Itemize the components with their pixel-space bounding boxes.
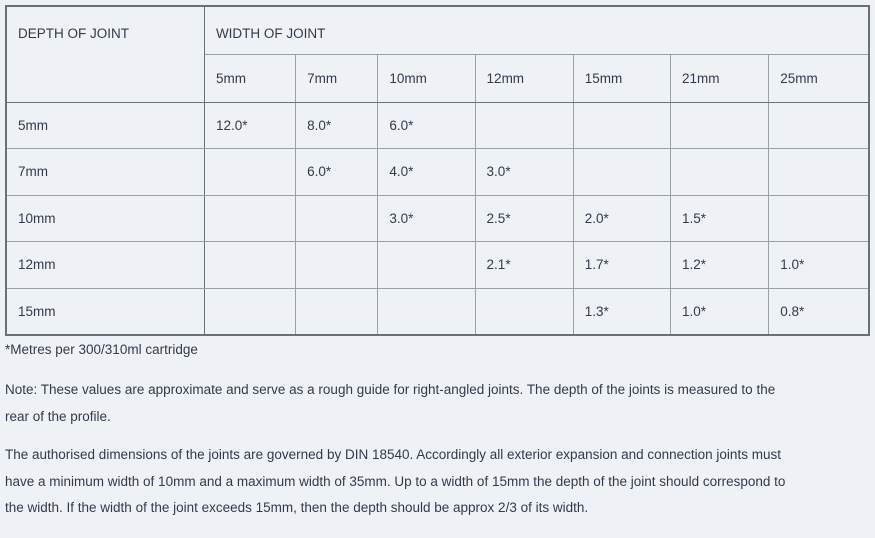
cell-7mm-10mm: 4.0* bbox=[377, 148, 476, 196]
cell-12mm-21mm: 1.2* bbox=[669, 241, 770, 289]
cell-15mm-21mm: 1.0* bbox=[669, 287, 770, 335]
cell-10mm-25mm bbox=[768, 194, 870, 242]
column-header-10mm: 10mm bbox=[377, 53, 476, 103]
note-paragraph-approximate-values: Note: These values are approximate and s… bbox=[5, 382, 776, 424]
table-row: 15mm 1.3* 1.0* 0.8* bbox=[5, 287, 870, 335]
cell-5mm-25mm bbox=[768, 101, 870, 149]
notes-section: *Metres per 300/310ml cartridge Note: Th… bbox=[5, 339, 865, 522]
joint-table-container: DEPTH OF JOINT WIDTH OF JOINT 5mm 7mm 10… bbox=[5, 5, 870, 336]
cell-10mm-21mm: 1.5* bbox=[669, 194, 770, 242]
cell-12mm-25mm: 1.0* bbox=[768, 241, 870, 289]
table-header-row-columns: 5mm 7mm 10mm 12mm 15mm 21mm 25mm bbox=[6, 53, 870, 103]
table-row: 5mm 12.0* 8.0* 6.0* bbox=[5, 101, 870, 149]
cell-12mm-7mm bbox=[295, 241, 379, 289]
row-label-7mm: 7mm bbox=[5, 148, 205, 196]
cell-15mm-5mm bbox=[203, 287, 297, 335]
joint-dimensions-table: DEPTH OF JOINT WIDTH OF JOINT 5mm 7mm 10… bbox=[5, 5, 870, 336]
cell-5mm-7mm: 8.0* bbox=[295, 101, 379, 149]
column-header-7mm: 7mm bbox=[295, 53, 379, 103]
cell-7mm-5mm bbox=[203, 148, 297, 196]
column-header-25mm: 25mm bbox=[768, 53, 870, 103]
table-row: 7mm 6.0* 4.0* 3.0* bbox=[5, 148, 870, 196]
cell-5mm-21mm bbox=[669, 101, 770, 149]
column-header-15mm: 15mm bbox=[572, 53, 671, 103]
cell-15mm-12mm bbox=[474, 287, 574, 335]
note-paragraph-din-18540: The authorised dimensions of the joints … bbox=[5, 447, 786, 515]
table-row: 10mm 3.0* 2.5* 2.0* 1.5* bbox=[5, 194, 870, 242]
cell-5mm-10mm: 6.0* bbox=[377, 101, 476, 149]
cell-15mm-10mm bbox=[377, 287, 476, 335]
cell-7mm-7mm: 6.0* bbox=[295, 148, 379, 196]
table-body: 5mm 12.0* 8.0* 6.0* 7mm 6.0* 4.0* 3.0* bbox=[5, 101, 870, 335]
row-label-5mm: 5mm bbox=[5, 101, 205, 149]
column-header-21mm: 21mm bbox=[669, 53, 770, 103]
cell-15mm-7mm bbox=[295, 287, 379, 335]
cell-12mm-15mm: 1.7* bbox=[572, 241, 671, 289]
cell-10mm-5mm bbox=[203, 194, 297, 242]
table-header-row-group: DEPTH OF JOINT WIDTH OF JOINT bbox=[5, 5, 870, 103]
row-label-15mm: 15mm bbox=[5, 287, 205, 335]
column-header-12mm: 12mm bbox=[474, 53, 574, 103]
cell-7mm-21mm bbox=[669, 148, 770, 196]
header-width-of-joint: WIDTH OF JOINT bbox=[203, 5, 870, 55]
cell-7mm-12mm: 3.0* bbox=[474, 148, 574, 196]
cell-5mm-15mm bbox=[572, 101, 671, 149]
cell-5mm-5mm: 12.0* bbox=[203, 101, 297, 149]
cell-12mm-5mm bbox=[203, 241, 297, 289]
cell-5mm-12mm bbox=[474, 101, 574, 149]
cell-15mm-25mm: 0.8* bbox=[768, 287, 870, 335]
header-depth-of-joint: DEPTH OF JOINT bbox=[5, 5, 205, 103]
row-label-12mm: 12mm bbox=[5, 241, 205, 289]
table-row: 12mm 2.1* 1.7* 1.2* 1.0* bbox=[5, 241, 870, 289]
cell-12mm-12mm: 2.1* bbox=[474, 241, 574, 289]
cell-10mm-7mm bbox=[295, 194, 379, 242]
footnote-cartridge: *Metres per 300/310ml cartridge bbox=[5, 342, 198, 357]
cell-7mm-15mm bbox=[572, 148, 671, 196]
cell-10mm-15mm: 2.0* bbox=[572, 194, 671, 242]
table-head: DEPTH OF JOINT WIDTH OF JOINT 5mm 7mm 10… bbox=[5, 5, 870, 103]
cell-10mm-12mm: 2.5* bbox=[474, 194, 574, 242]
row-label-10mm: 10mm bbox=[5, 194, 205, 242]
cell-7mm-25mm bbox=[768, 148, 870, 196]
cell-10mm-10mm: 3.0* bbox=[377, 194, 476, 242]
cell-12mm-10mm bbox=[377, 241, 476, 289]
column-header-5mm: 5mm bbox=[203, 53, 297, 103]
cell-15mm-15mm: 1.3* bbox=[572, 287, 671, 335]
